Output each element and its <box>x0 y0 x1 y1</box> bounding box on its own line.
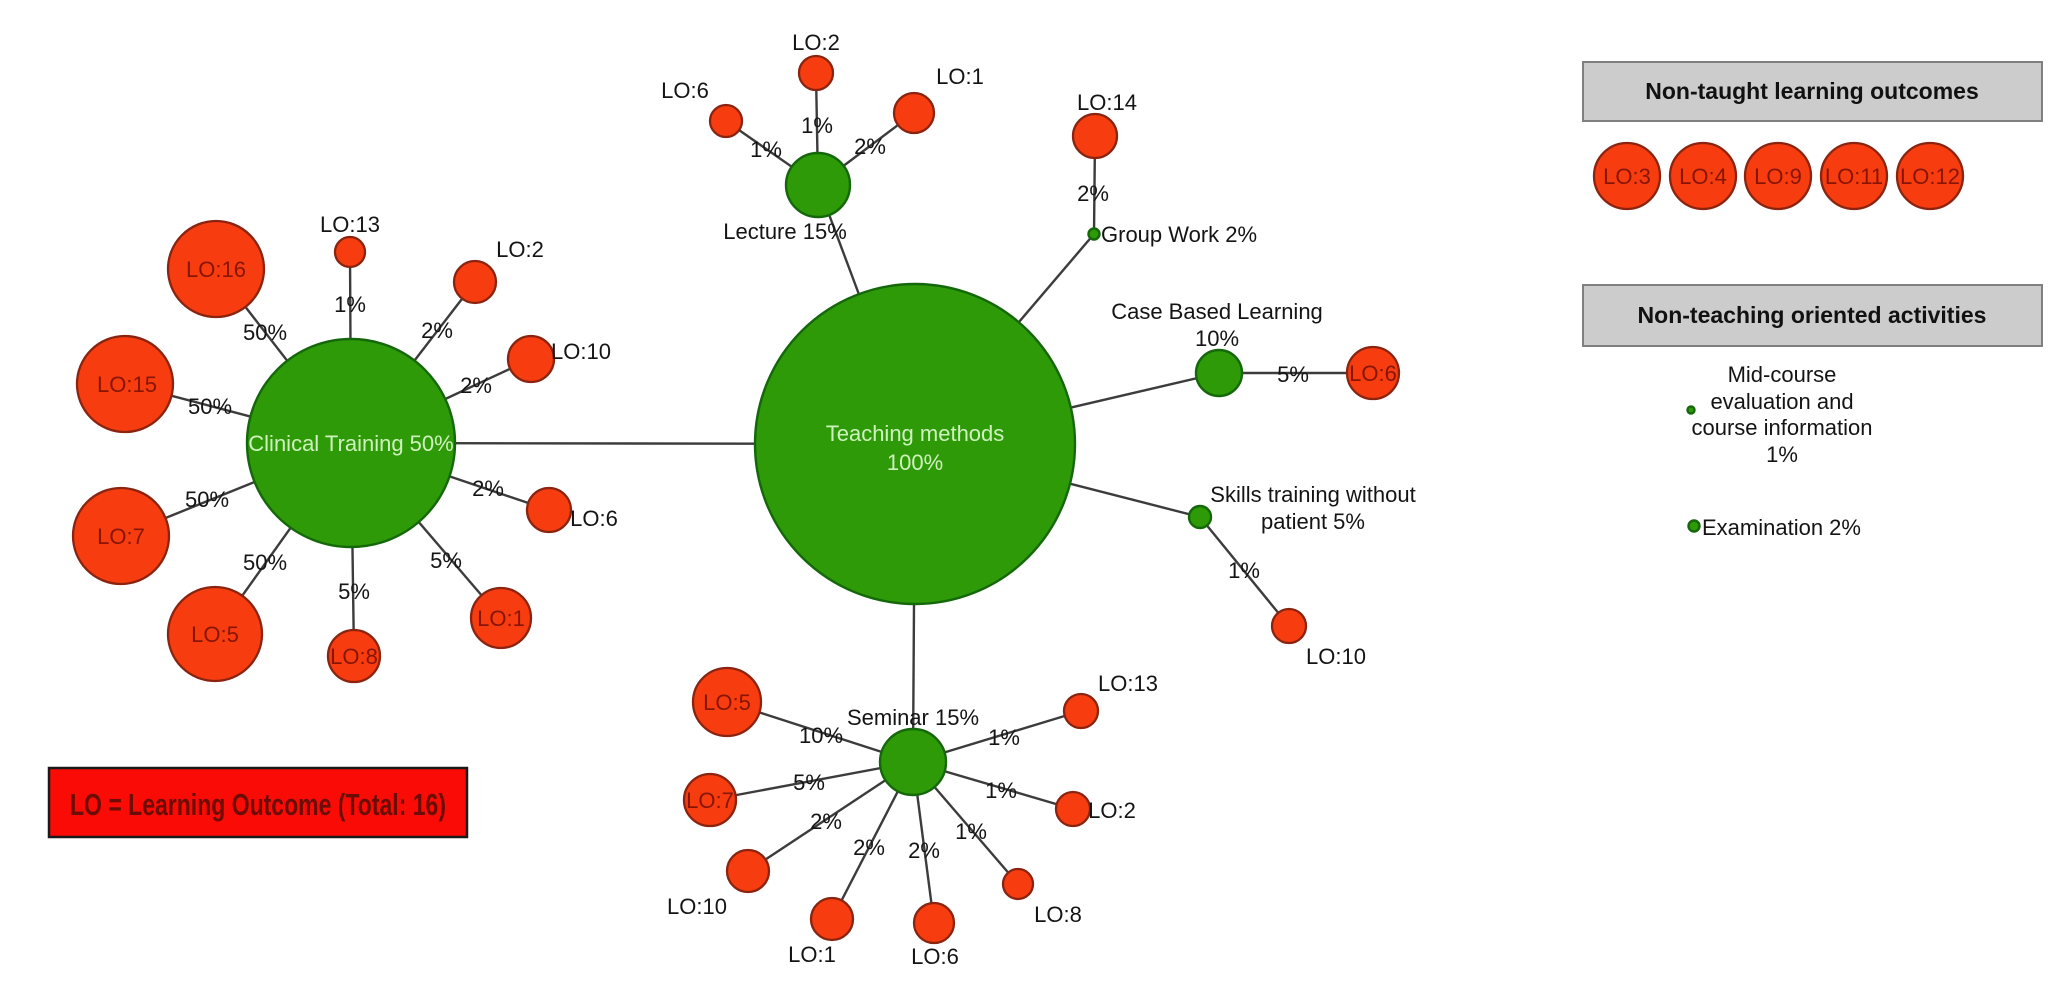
svg-text:Non-teaching oriented activiti: Non-teaching oriented activities <box>1638 302 1987 328</box>
svg-text:2%: 2% <box>460 373 492 398</box>
svg-text:2%: 2% <box>854 134 886 159</box>
svg-text:Skills training without: Skills training without <box>1210 482 1415 507</box>
svg-text:2%: 2% <box>1077 181 1109 206</box>
svg-text:1%: 1% <box>1766 442 1798 467</box>
svg-text:evaluation and: evaluation and <box>1710 389 1853 414</box>
svg-text:Teaching methods: Teaching methods <box>826 421 1005 446</box>
svg-text:LO:2: LO:2 <box>496 237 544 262</box>
svg-text:LO:8: LO:8 <box>1034 902 1082 927</box>
svg-text:LO:6: LO:6 <box>911 944 959 969</box>
svg-text:2%: 2% <box>853 835 885 860</box>
svg-text:1%: 1% <box>334 292 366 317</box>
svg-text:50%: 50% <box>243 550 287 575</box>
svg-text:1%: 1% <box>801 113 833 138</box>
svg-text:LO:6: LO:6 <box>661 78 709 103</box>
svg-text:Seminar 15%: Seminar 15% <box>847 705 979 730</box>
svg-text:Mid-course: Mid-course <box>1728 362 1837 387</box>
svg-text:LO:1: LO:1 <box>936 64 984 89</box>
svg-text:2%: 2% <box>908 838 940 863</box>
svg-text:1%: 1% <box>1228 558 1260 583</box>
svg-text:1%: 1% <box>988 725 1020 750</box>
svg-text:LO:10: LO:10 <box>551 339 611 364</box>
svg-text:Group Work 2%: Group Work 2% <box>1101 222 1257 247</box>
svg-text:Case Based Learning: Case Based Learning <box>1111 299 1323 324</box>
svg-text:10%: 10% <box>799 723 843 748</box>
svg-text:1%: 1% <box>750 137 782 162</box>
svg-text:50%: 50% <box>185 487 229 512</box>
svg-text:LO:16: LO:16 <box>186 257 246 282</box>
svg-text:5%: 5% <box>338 579 370 604</box>
svg-text:LO:12: LO:12 <box>1900 164 1960 189</box>
svg-text:LO:2: LO:2 <box>792 30 840 55</box>
svg-text:LO:14: LO:14 <box>1077 90 1137 115</box>
svg-text:5%: 5% <box>430 548 462 573</box>
svg-text:LO:1: LO:1 <box>788 942 836 967</box>
svg-text:LO:5: LO:5 <box>191 622 239 647</box>
svg-text:1%: 1% <box>985 778 1017 803</box>
svg-text:Examination 2%: Examination 2% <box>1702 515 1861 540</box>
svg-text:Non-taught learning outcomes: Non-taught learning outcomes <box>1645 78 1979 104</box>
svg-text:LO:9: LO:9 <box>1754 164 1802 189</box>
svg-text:LO:5: LO:5 <box>703 690 751 715</box>
svg-text:LO:3: LO:3 <box>1603 164 1651 189</box>
svg-text:LO:13: LO:13 <box>320 212 380 237</box>
svg-text:Clinical Training 50%: Clinical Training 50% <box>248 431 453 456</box>
svg-text:5%: 5% <box>1277 362 1309 387</box>
svg-text:LO:15: LO:15 <box>97 372 157 397</box>
svg-text:2%: 2% <box>810 809 842 834</box>
svg-text:100%: 100% <box>887 450 943 475</box>
svg-text:50%: 50% <box>243 320 287 345</box>
svg-text:LO:7: LO:7 <box>97 524 145 549</box>
svg-text:course information: course information <box>1692 415 1873 440</box>
svg-text:LO:1: LO:1 <box>477 606 525 631</box>
svg-text:2%: 2% <box>421 318 453 343</box>
svg-text:50%: 50% <box>188 394 232 419</box>
svg-text:LO:8: LO:8 <box>330 644 378 669</box>
svg-text:LO:6: LO:6 <box>570 506 618 531</box>
svg-text:2%: 2% <box>472 476 504 501</box>
svg-text:patient 5%: patient 5% <box>1261 509 1365 534</box>
svg-text:LO:11: LO:11 <box>1825 164 1883 189</box>
svg-text:LO:2: LO:2 <box>1088 798 1136 823</box>
svg-text:10%: 10% <box>1195 326 1239 351</box>
svg-text:1%: 1% <box>955 819 987 844</box>
svg-text:LO:10: LO:10 <box>1306 644 1366 669</box>
svg-text:LO = Learning Outcome (Total:: LO = Learning Outcome (Total: 16) <box>70 787 446 822</box>
svg-text:LO:13: LO:13 <box>1098 671 1158 696</box>
svg-text:Lecture 15%: Lecture 15% <box>723 219 847 244</box>
svg-text:5%: 5% <box>793 770 825 795</box>
svg-text:LO:4: LO:4 <box>1679 164 1727 189</box>
svg-text:LO:7: LO:7 <box>686 788 734 813</box>
svg-text:LO:10: LO:10 <box>667 894 727 919</box>
svg-text:LO:6: LO:6 <box>1349 361 1397 386</box>
